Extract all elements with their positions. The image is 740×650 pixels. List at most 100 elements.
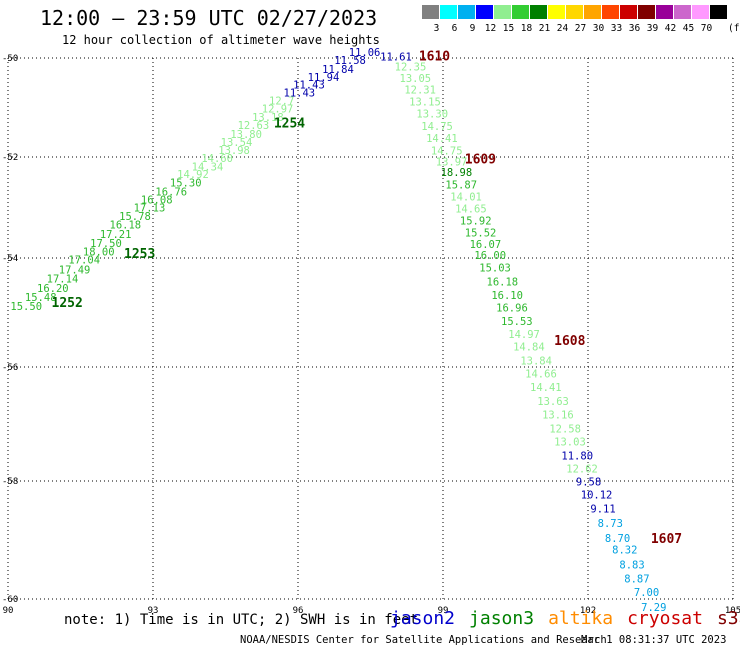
colorbar-label: 18 bbox=[520, 23, 533, 34]
swh-value: 18.98 bbox=[441, 167, 473, 179]
swh-value: 14.97 bbox=[508, 329, 540, 341]
swh-value: 12.7 bbox=[269, 96, 294, 108]
swh-value: 16.08 bbox=[141, 194, 173, 206]
swh-value: 14.01 bbox=[450, 191, 482, 203]
colorbar-swatch bbox=[548, 5, 565, 19]
swh-value: 13.05 bbox=[400, 73, 432, 85]
colorbar-swatch bbox=[458, 5, 475, 19]
swh-value: 15.03 bbox=[479, 263, 511, 275]
satellite-tracks: 15.5015.4816.2017.1417.4917.0418.0017.50… bbox=[10, 47, 682, 614]
swh-value: 13.63 bbox=[537, 396, 569, 408]
colorbar-swatch bbox=[620, 5, 637, 19]
swh-value: 14.60 bbox=[201, 153, 233, 165]
swh-value: 11.43 bbox=[293, 80, 325, 92]
colorbar-swatch bbox=[602, 5, 619, 19]
swh-value: 11.61 bbox=[380, 51, 412, 63]
colorbar-swatch bbox=[710, 5, 727, 19]
swh-value: 14.75 bbox=[431, 146, 463, 158]
swh-value: 17.13 bbox=[134, 203, 166, 215]
pass-time-label: 1607 bbox=[651, 532, 682, 547]
swh-value: 16.20 bbox=[37, 283, 69, 295]
swh-value: 13.98 bbox=[218, 145, 250, 157]
swh-value: 11.84 bbox=[322, 64, 354, 76]
swh-value: 15.53 bbox=[501, 316, 533, 328]
swh-value: 17.50 bbox=[90, 238, 122, 250]
colorbar-label: 6 bbox=[451, 23, 458, 34]
graticule bbox=[7, 57, 734, 600]
swh-value: 16.07 bbox=[470, 239, 502, 251]
colorbar-label: 45 bbox=[682, 23, 695, 34]
swh-value: 14.92 bbox=[177, 169, 209, 181]
colorbar-swatch bbox=[692, 5, 709, 19]
swh-value: 17.14 bbox=[47, 274, 79, 286]
swh-value: 12.63 bbox=[238, 120, 270, 132]
lon-tick-label: 105 bbox=[725, 606, 740, 616]
colorbar-label: 33 bbox=[610, 23, 623, 34]
colorbar-label: 24 bbox=[556, 23, 569, 34]
colorbar-swatch bbox=[494, 5, 511, 19]
swh-value: 13.15 bbox=[409, 97, 441, 109]
swh-value: 15.87 bbox=[445, 179, 477, 191]
swh-value: 8.83 bbox=[619, 559, 644, 571]
swh-value: 12.58 bbox=[549, 424, 581, 436]
swh-value: 15.92 bbox=[460, 216, 492, 228]
swh-value: 17.49 bbox=[59, 264, 91, 276]
swh-value: 13.16 bbox=[542, 409, 574, 421]
credit-text: NOAA/NESDIS Center for Satellite Applica… bbox=[240, 634, 607, 646]
swh-value: 8.87 bbox=[624, 573, 649, 585]
swh-value: 13.03 bbox=[554, 437, 586, 449]
colorbar-swatch bbox=[656, 5, 673, 19]
colorbar-label: 27 bbox=[574, 23, 587, 34]
swh-value: 15.78 bbox=[119, 211, 151, 223]
legend-jason3: jason3 bbox=[469, 608, 535, 629]
colorbar-swatch bbox=[476, 5, 493, 19]
track-east: 11.6112.3513.0512.3113.1513.3014.7514.41… bbox=[380, 49, 682, 613]
swh-value: 13.80 bbox=[230, 129, 262, 141]
pass-time-label: 1610 bbox=[419, 49, 450, 64]
lat-tick-label: -60 bbox=[2, 595, 18, 605]
colorbar-swatch bbox=[674, 5, 691, 19]
colorbar-label: 21 bbox=[538, 23, 551, 34]
swh-value: 11.43 bbox=[284, 88, 316, 100]
colorbar-label: 12 bbox=[484, 23, 497, 34]
swh-value: 14.41 bbox=[530, 382, 562, 394]
lon-tick-label: 93 bbox=[148, 606, 159, 616]
swh-value: 12.35 bbox=[395, 61, 427, 73]
swh-value: 15.48 bbox=[25, 292, 57, 304]
swh-value: 13.18 bbox=[252, 112, 284, 124]
swh-value: 12.97 bbox=[262, 103, 294, 115]
lon-tick-label: 96 bbox=[293, 606, 304, 616]
swh-value: 17.04 bbox=[68, 254, 100, 266]
pass-time-label: 1253 bbox=[124, 247, 155, 262]
colorbar-swatch bbox=[566, 5, 583, 19]
swh-value: 8.32 bbox=[612, 545, 637, 557]
lon-tick-label: 99 bbox=[438, 606, 449, 616]
swh-value: 16.18 bbox=[487, 276, 519, 288]
swh-value: 16.96 bbox=[496, 302, 528, 314]
lon-tick-label: 102 bbox=[580, 606, 596, 616]
swh-value: 14.41 bbox=[426, 133, 458, 145]
footer-note: note: 1) Time is in UTC; 2) SWH is in fe… bbox=[64, 612, 419, 628]
axis-labels: 90 93 96 99 102 105 -50 -52 -54 -56 -58 -60 bbox=[2, 54, 740, 616]
generated-timestamp: Mar 1 08:31:37 UTC 2023 bbox=[581, 634, 727, 646]
pass-time-label: 1608 bbox=[554, 334, 585, 349]
swh-value: 9.11 bbox=[590, 503, 615, 515]
swh-value: 15.52 bbox=[465, 227, 497, 239]
satellite-legend: jason2 jason3 altika cryosat s3a bbox=[390, 608, 740, 629]
swh-value: 18.00 bbox=[83, 246, 115, 258]
swh-value: 17.21 bbox=[100, 229, 132, 241]
colorbar-swatch bbox=[422, 5, 439, 19]
legend-s3a: s3a bbox=[716, 608, 740, 629]
colorbar-label: 9 bbox=[469, 23, 476, 34]
swh-value: 16.10 bbox=[491, 290, 523, 302]
colorbar-swatch bbox=[638, 5, 655, 19]
pass-time-label: 1252 bbox=[52, 296, 83, 311]
swh-value: 11.06 bbox=[349, 47, 381, 59]
swh-value: 11.58 bbox=[334, 55, 366, 67]
colorbar-label: 36 bbox=[628, 23, 641, 34]
swh-value: 8.73 bbox=[598, 518, 623, 530]
lon-tick-label: 90 bbox=[3, 606, 14, 616]
swh-value: 15.30 bbox=[170, 177, 202, 189]
swh-value: 7.29 bbox=[641, 602, 666, 614]
swh-value: 13.54 bbox=[221, 137, 253, 149]
